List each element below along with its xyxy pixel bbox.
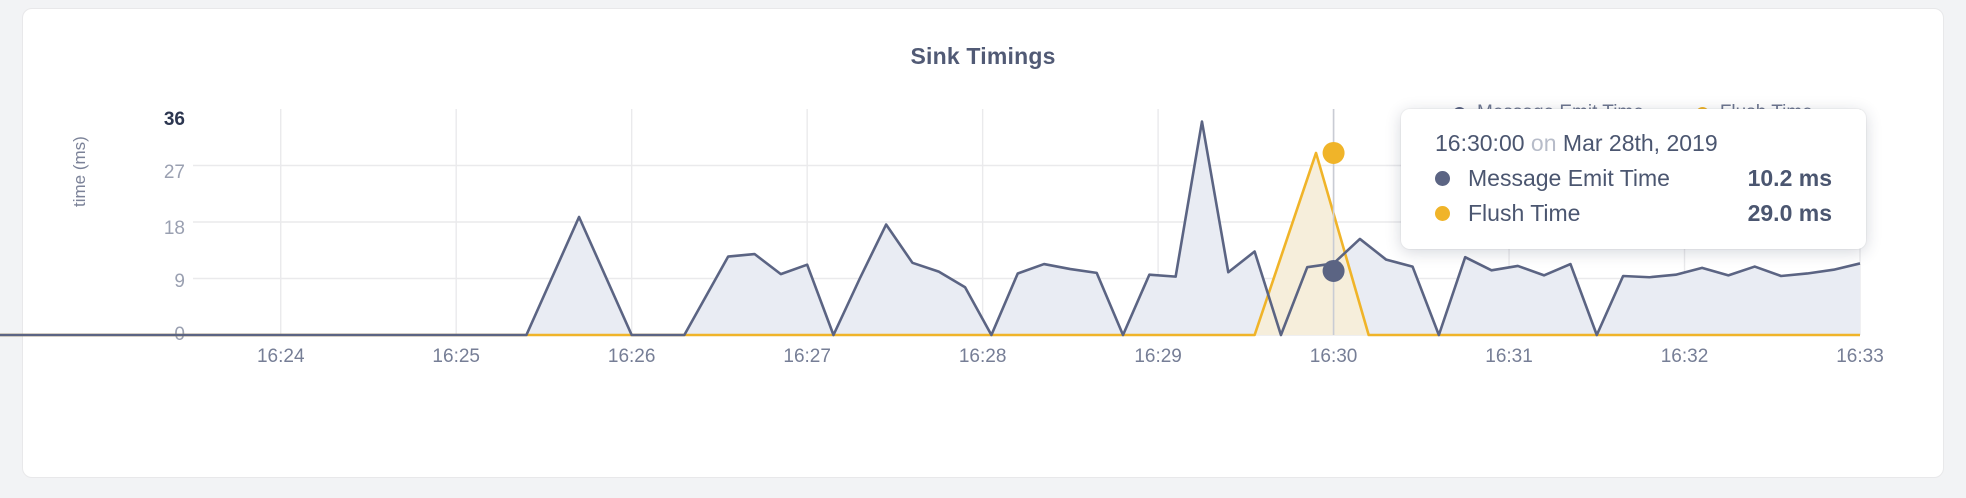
series-dot-icon <box>1435 171 1450 186</box>
tooltip-series-name: Flush Time <box>1468 200 1581 226</box>
y-tick-label: 9 <box>174 271 185 292</box>
flush-time-hover-marker <box>1322 141 1345 164</box>
y-tick-label: 36 <box>163 109 185 130</box>
x-tick-label: 16:31 <box>1485 346 1533 367</box>
chart-svg <box>0 109 1861 337</box>
x-tick-label: 16:33 <box>1836 346 1884 367</box>
x-tick-label: 16:25 <box>432 346 480 367</box>
y-axis-label: time (ms) <box>70 136 89 207</box>
x-tick-label: 16:29 <box>1134 346 1182 367</box>
y-tick-label: 18 <box>163 218 185 239</box>
tooltip-series-name: Message Emit Time <box>1468 165 1670 191</box>
tooltip-row-flush-time: Flush Time 29.0 ms <box>1435 200 1832 227</box>
tooltip-row-message-emit-time: Message Emit Time 10.2 ms <box>1435 165 1832 192</box>
x-tick-label: 16:27 <box>783 346 831 367</box>
x-tick-label: 16:26 <box>607 346 656 367</box>
tooltip-date: Mar 28th, 2019 <box>1562 130 1718 156</box>
x-axis-ticks: 16:24 16:25 16:26 16:27 16:28 16:29 16:30 16:31… <box>193 346 1884 376</box>
x-tick-label: 16:30 <box>1309 346 1358 367</box>
chart-plot-area[interactable] <box>0 109 1861 337</box>
chart-card: Sink Timings Message Emit Time Flush Tim… <box>0 8 1944 479</box>
chart-tooltip: 16:30:00 on Mar 28th, 2019 Message Emit … <box>1401 109 1866 249</box>
x-tick-label: 16:28 <box>958 346 1007 367</box>
x-tick-label: 16:32 <box>1660 346 1709 367</box>
chart-title: Sink Timings <box>910 43 1056 69</box>
tooltip-on-word: on <box>1530 130 1557 156</box>
message-emit-time-hover-marker <box>1322 259 1345 282</box>
tooltip-series-value: 10.2 ms <box>1747 165 1832 191</box>
y-axis-ticks: 36 27 18 9 0 <box>113 9 185 479</box>
tooltip-series-value: 29.0 ms <box>1747 200 1832 226</box>
message-emit-time-area <box>0 121 1860 335</box>
message-emit-time-line <box>0 120 1861 337</box>
series-dot-icon <box>1435 206 1450 221</box>
tooltip-time: 16:30:00 <box>1435 130 1525 156</box>
x-tick-label: 16:24 <box>256 346 305 367</box>
tooltip-timestamp: 16:30:00 on Mar 28th, 2019 <box>1435 130 1832 157</box>
y-tick-label: 27 <box>163 162 185 183</box>
